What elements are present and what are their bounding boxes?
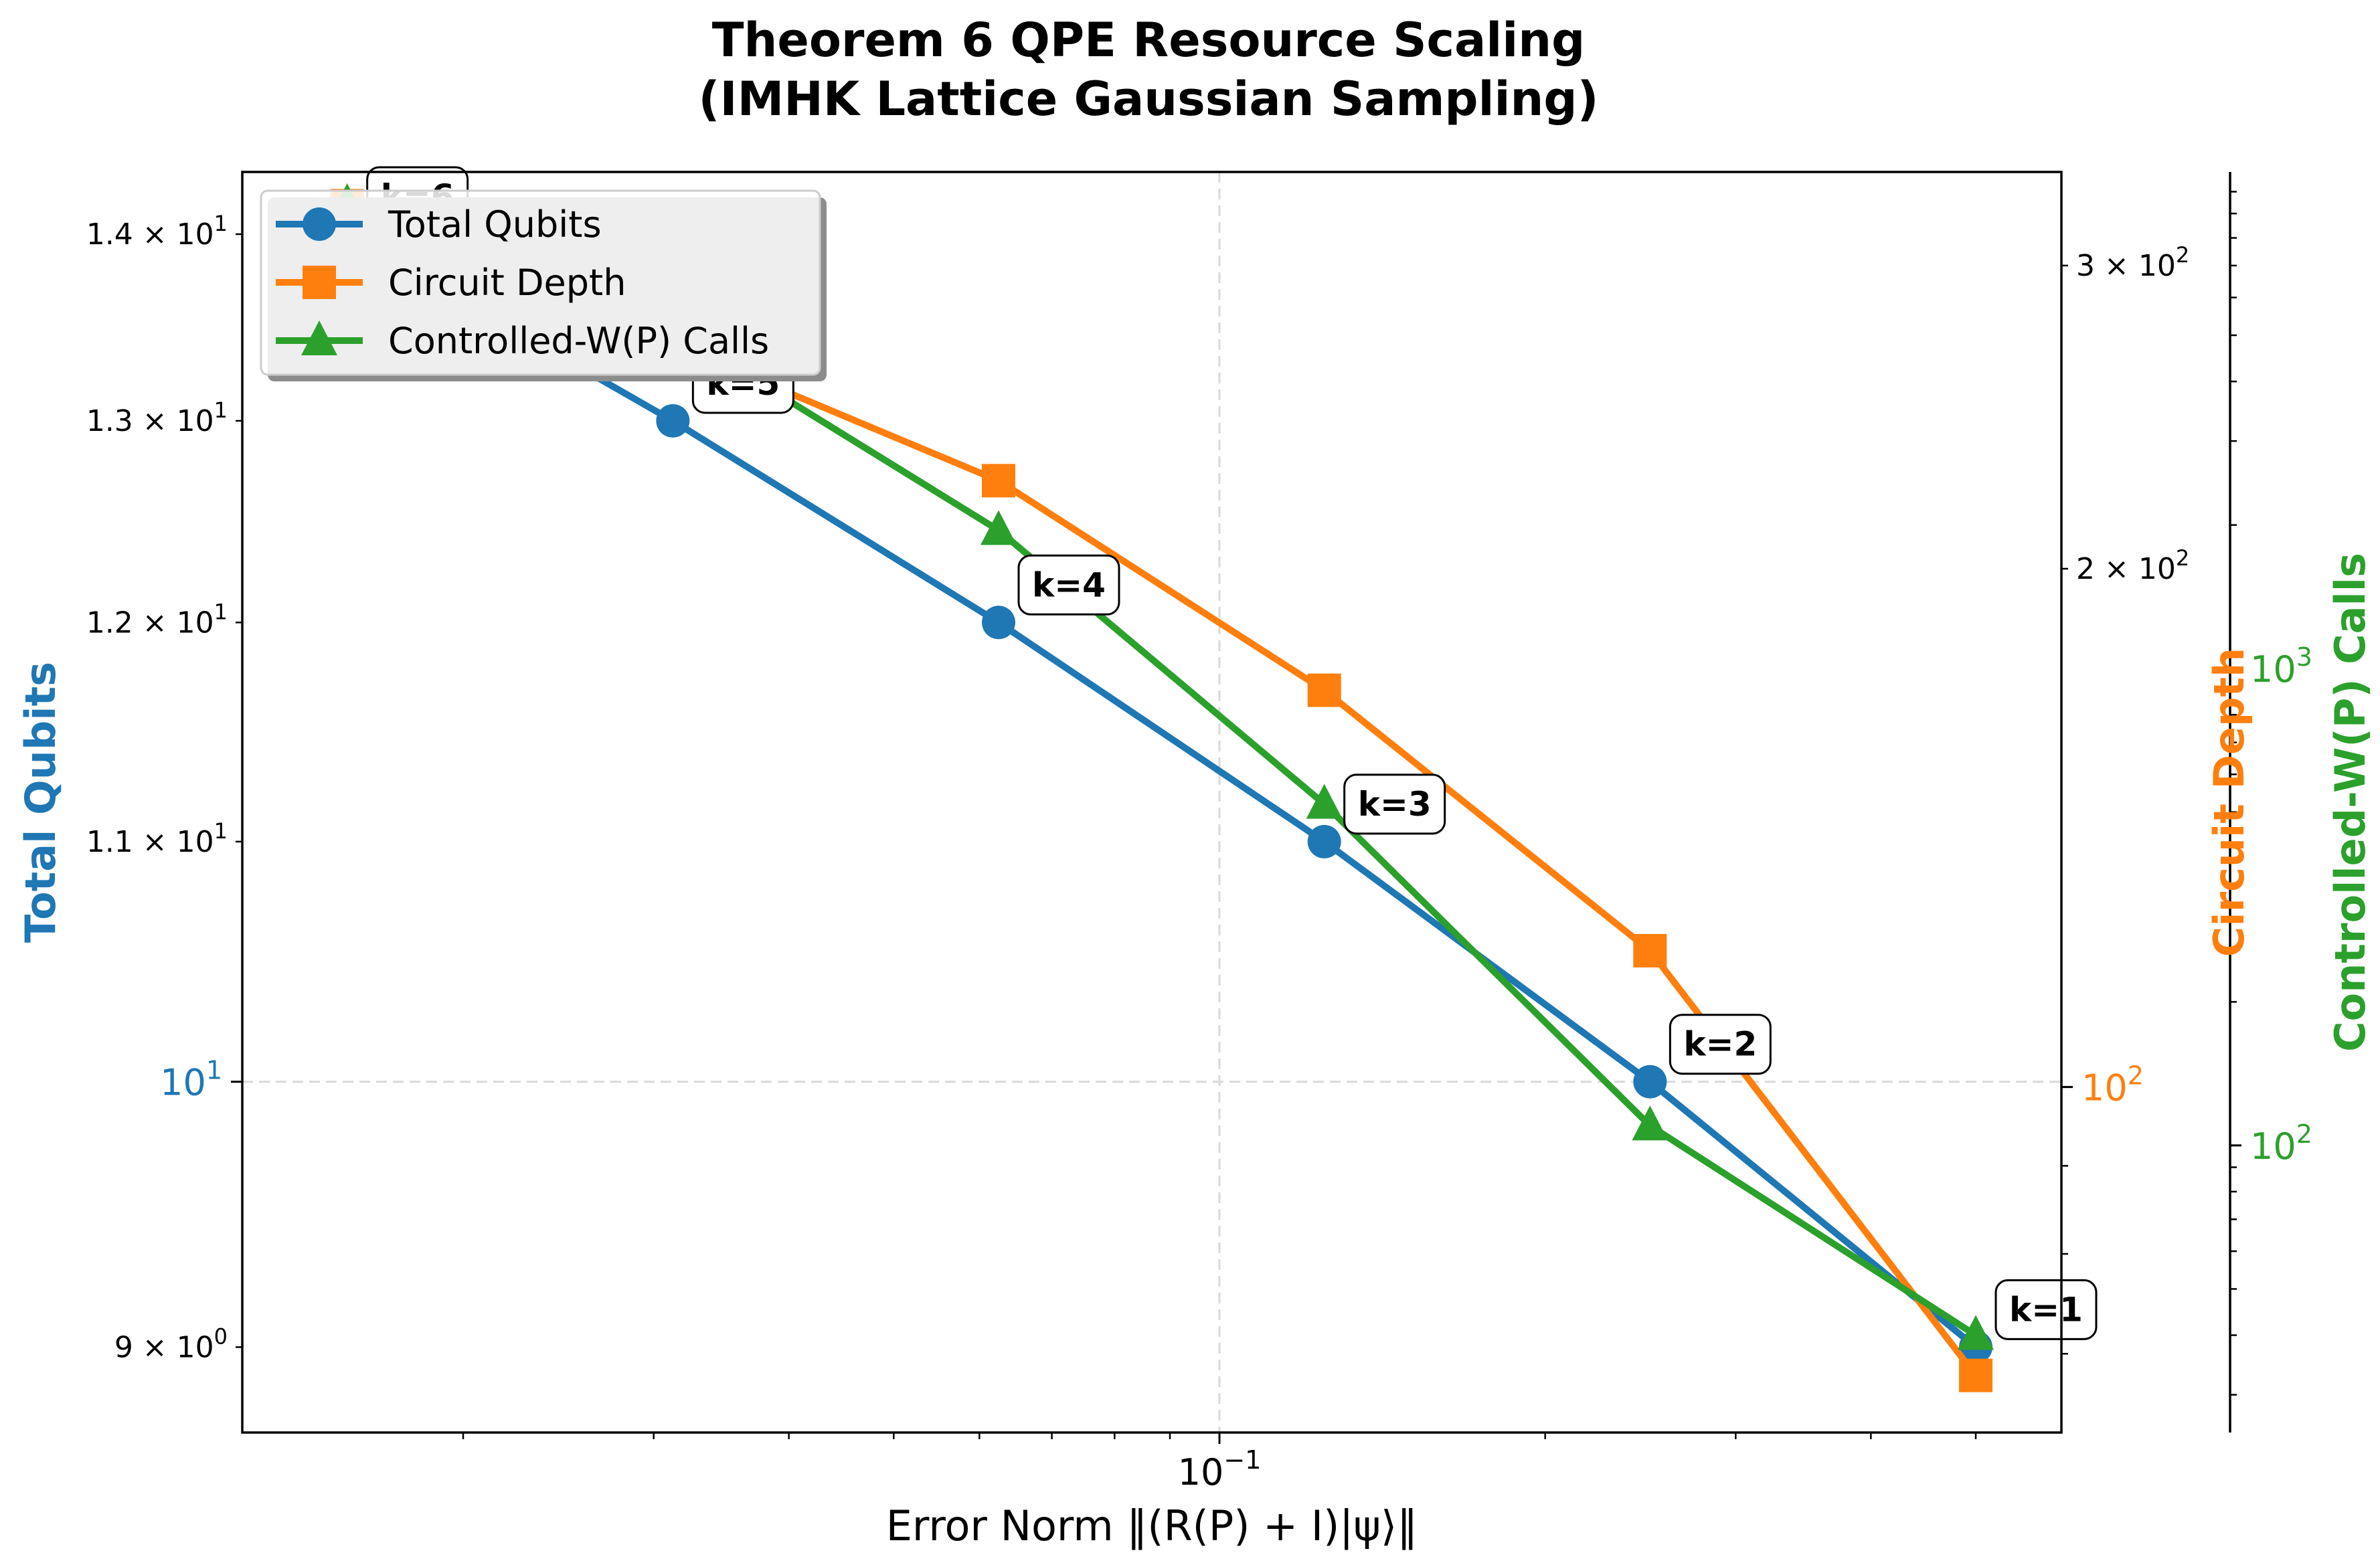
y-tick-label-left: 1.1 × 101 (86, 818, 228, 859)
tick-mantissa: 3 (2076, 249, 2095, 283)
tick-exponent: 0 (214, 1323, 228, 1349)
y-major-tick-label-right2: 103 (2250, 642, 2312, 691)
y-axis-label-right: Circuit Depth (2205, 648, 2254, 957)
y-tick-label-right: 2 × 102 (2076, 545, 2189, 586)
legend-item: Total Qubits (276, 203, 602, 246)
tick-times: × 10 (2095, 249, 2176, 283)
tick-base: 10 (160, 1062, 206, 1104)
annotation-text: k=1 (2009, 1290, 2083, 1329)
x-axis-label: Error Norm ‖(R(P) + I)|ψ⟩‖ (886, 1501, 1418, 1551)
tick-exponent: 2 (2176, 545, 2189, 571)
annotation-box (1343, 773, 1446, 835)
legend-marker (303, 207, 336, 241)
tick-exponent: 1 (214, 211, 228, 236)
tick-exponent: 2 (2128, 1061, 2144, 1091)
legend-label: Controlled-W(P) Calls (388, 320, 769, 362)
tick-mantissa: 1.1 (86, 825, 133, 859)
tick-times: × 10 (133, 404, 214, 438)
legend-item: Circuit Depth (276, 262, 626, 304)
legend-label: Circuit Depth (388, 262, 626, 304)
tick-times: × 10 (133, 825, 214, 859)
tick-mantissa: 2 (2076, 552, 2095, 586)
data-point (1632, 1105, 1669, 1141)
annotation-box (1669, 1014, 1772, 1075)
annotation-text: k=4 (1032, 565, 1106, 604)
tick-times: × 10 (133, 217, 214, 252)
y-tick-label-left: 1.4 × 101 (86, 211, 228, 252)
data-point (656, 403, 690, 438)
tick-mantissa: 1.4 (86, 217, 133, 252)
data-point (981, 606, 1015, 640)
y-tick-label-left: 1.2 × 101 (86, 599, 228, 640)
x-tick-label-exponent: −1 (1223, 1445, 1261, 1475)
annotation-text: k=2 (1683, 1025, 1757, 1064)
annotation-k-label: k=1 (1994, 1279, 2098, 1340)
chart-title-line-1: Theorem 6 QPE Resource Scaling (712, 13, 1585, 68)
data-point (1633, 933, 1667, 968)
y-tick-label-left: 9 × 100 (114, 1323, 228, 1364)
legend-box (260, 189, 821, 376)
tick-times: × 10 (133, 1330, 214, 1364)
legend: Total Qubits Circuit Depth Controlled-W(P)… (260, 189, 827, 381)
data-point (981, 464, 1015, 498)
series-total-qubits (330, 217, 1992, 1364)
annotation-k-label: k=4 (1017, 554, 1120, 616)
tick-exponent: 1 (214, 397, 228, 423)
annotation-k-label: k=3 (1343, 773, 1446, 835)
y-tick-label-right: 3 × 102 (2076, 242, 2189, 283)
chart-title: Theorem 6 QPE Resource Scaling (IMHK Lat… (699, 13, 1599, 126)
tick-mantissa: 1.2 (86, 606, 133, 640)
data-point (1958, 1358, 1992, 1392)
annotation-text: k=3 (1358, 785, 1432, 824)
data-point (1306, 784, 1343, 819)
data-point (1633, 1065, 1667, 1099)
tick-exponent: 1 (214, 818, 228, 844)
annotation-k-label: k=2 (1669, 1014, 1772, 1075)
y-tick-label-left: 1.3 × 101 (86, 397, 228, 438)
tick-base: 10 (2250, 1125, 2296, 1168)
y-major-tick-label-right: 102 (2081, 1061, 2144, 1109)
legend-marker (303, 266, 336, 299)
series-line (345, 231, 1978, 1350)
annotation-box (1017, 554, 1120, 616)
data-point (1307, 673, 1341, 707)
data-point (980, 510, 1017, 545)
chart-title-line-2: (IMHK Lattice Gaussian Sampling) (699, 72, 1599, 126)
tick-times: × 10 (2095, 552, 2176, 586)
tick-exponent: 2 (2296, 1119, 2312, 1149)
data-point (1957, 1315, 1994, 1350)
annotation-box (1994, 1279, 2098, 1340)
tick-base: 10 (2250, 648, 2296, 691)
tick-times: × 10 (133, 606, 214, 640)
plot-frame (241, 171, 2063, 1434)
legend-item: Controlled-W(P) Calls (276, 320, 769, 362)
legend-label: Total Qubits (388, 203, 602, 246)
y-major-tick-label-right2: 102 (2250, 1119, 2312, 1168)
tick-mantissa: 1.3 (86, 404, 133, 438)
tick-exponent: 1 (214, 599, 228, 624)
tick-base: 10 (2081, 1067, 2128, 1109)
y-axis-label-left: Total Qubits (16, 662, 65, 943)
x-tick-label-base: 10 (1178, 1451, 1224, 1493)
y-axis-label-right-2: Controlled-W(P) Calls (2326, 553, 2375, 1052)
tick-exponent: 2 (2176, 242, 2189, 268)
data-point (1307, 824, 1341, 858)
legend-marker (301, 320, 337, 355)
tick-mantissa: 9 (114, 1330, 133, 1364)
tick-exponent: 1 (206, 1056, 222, 1085)
y-major-tick-label-left: 101 (160, 1056, 222, 1104)
grid (242, 172, 2061, 1433)
tick-exponent: 3 (2296, 642, 2312, 672)
x-tick-label: 10−1 (1178, 1445, 1262, 1493)
